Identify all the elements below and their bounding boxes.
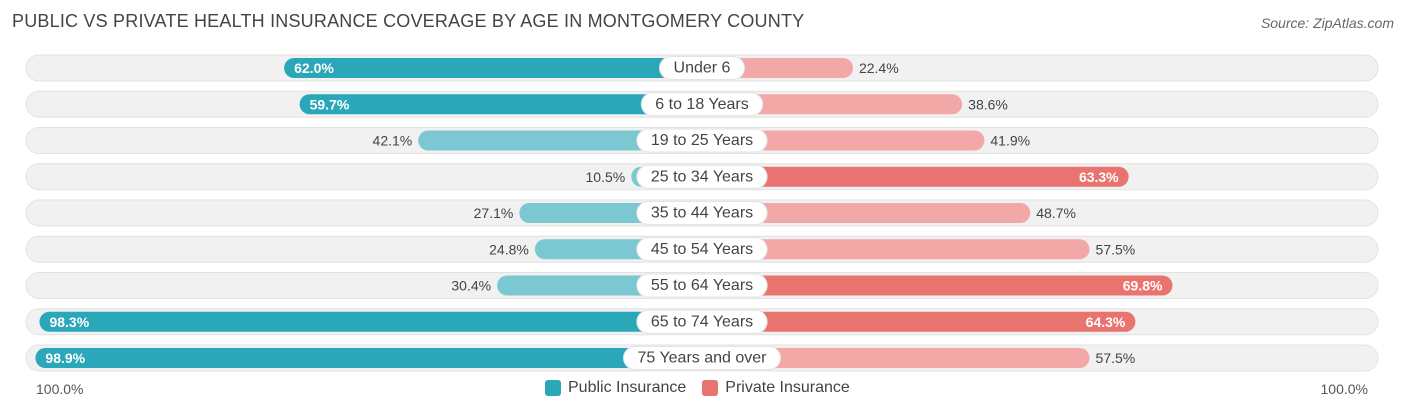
public-value-label: 42.1%: [373, 133, 413, 149]
legend-item-private[interactable]: Private Insurance: [702, 379, 850, 397]
private-value-label: 22.4%: [859, 60, 899, 76]
chart-source: Source: ZipAtlas.com: [1260, 15, 1394, 31]
private-bar: [702, 203, 1031, 223]
private-value-label: 69.8%: [1123, 278, 1163, 294]
category-label: 45 to 54 Years: [651, 241, 753, 258]
public-value-label: 30.4%: [451, 278, 491, 294]
private-value-label: 41.9%: [990, 133, 1030, 149]
public-bar: [35, 348, 702, 368]
public-bar: [39, 311, 702, 332]
chart-title: PUBLIC VS PRIVATE HEALTH INSURANCE COVER…: [12, 11, 805, 31]
category-pill: [636, 237, 768, 262]
category-pill: [636, 164, 768, 189]
public-value-label: 98.9%: [45, 350, 85, 366]
public-value-label: 27.1%: [474, 205, 514, 221]
legend-label-public: Public Insurance: [568, 379, 687, 396]
private-bar: [702, 348, 1090, 368]
private-bar: [702, 94, 963, 115]
category-label: 65 to 74 Years: [651, 313, 753, 330]
public-value-label: 59.7%: [310, 96, 350, 112]
category-pill: [623, 346, 781, 370]
legend: Public Insurance Private Insurance: [545, 379, 866, 397]
axis-left-label: 100.0%: [36, 381, 84, 397]
category-pill: [636, 201, 768, 225]
public-bar: [418, 130, 702, 151]
private-value-label: 57.5%: [1096, 241, 1136, 257]
private-value-label: 38.6%: [968, 96, 1008, 112]
private-bar: [702, 166, 1129, 187]
category-label: 55 to 64 Years: [651, 277, 753, 294]
public-bar: [284, 58, 702, 78]
category-pill: [636, 309, 768, 334]
private-value-label: 64.3%: [1086, 314, 1126, 330]
public-value-label: 62.0%: [294, 60, 334, 76]
public-value-label: 10.5%: [586, 169, 626, 185]
legend-swatch-private: [702, 380, 719, 396]
category-label: 75 Years and over: [638, 350, 768, 367]
category-pill: [636, 128, 768, 153]
axis-right-label: 100.0%: [1320, 381, 1368, 397]
public-bar: [299, 94, 702, 115]
private-bar: [702, 275, 1173, 296]
private-value-label: 48.7%: [1036, 205, 1076, 221]
legend-item-public[interactable]: Public Insurance: [545, 379, 686, 397]
legend-swatch-public: [545, 380, 561, 396]
public-value-label: 24.8%: [489, 241, 529, 257]
private-bar: [702, 130, 985, 151]
category-label: Under 6: [674, 60, 731, 77]
private-value-label: 63.3%: [1079, 169, 1119, 185]
category-pill: [636, 273, 768, 298]
category-label: 25 to 34 Years: [651, 168, 753, 185]
private-bar: [702, 239, 1090, 260]
private-bar: [702, 311, 1136, 332]
category-label: 6 to 18 Years: [655, 96, 748, 113]
legend-label-private: Private Insurance: [725, 379, 850, 396]
category-label: 19 to 25 Years: [651, 132, 753, 149]
public-value-label: 98.3%: [49, 314, 89, 330]
private-value-label: 57.5%: [1096, 350, 1136, 366]
category-pill: [640, 92, 764, 117]
category-pill: [659, 56, 745, 80]
category-label: 35 to 44 Years: [651, 205, 753, 222]
